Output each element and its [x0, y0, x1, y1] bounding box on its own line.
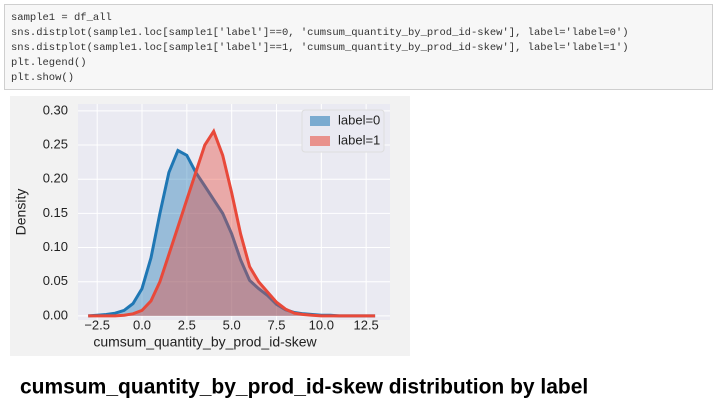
x-tick-label: −2.5: [84, 317, 110, 332]
legend-label: label=1: [338, 132, 380, 147]
y-tick-label: 0.15: [43, 205, 68, 220]
x-tick-label: 12.5: [353, 317, 378, 332]
x-axis-label: cumsum_quantity_by_prod_id-skew: [93, 334, 317, 350]
code-cell: sample1 = df_all sns.distplot(sample1.loc…: [4, 4, 713, 90]
y-tick-label: 0.00: [43, 307, 68, 322]
y-tick-label: 0.10: [43, 239, 68, 254]
caption: cumsum_quantity_by_prod_id-skew distribu…: [20, 376, 588, 399]
x-tick-label: 2.5: [178, 317, 196, 332]
density-area: [88, 131, 376, 316]
legend-swatch: [310, 136, 330, 146]
y-axis-label: Density: [13, 189, 29, 236]
density-area: [88, 150, 376, 316]
kde-line: [88, 127, 376, 318]
legend-swatch: [310, 116, 330, 126]
code-line: sns.distplot(sample1.loc[sample1['label'…: [11, 42, 629, 54]
code-line: plt.show(): [11, 72, 75, 84]
legend-label: label=0: [338, 112, 380, 127]
code-line: sns.distplot(sample1.loc[sample1['label'…: [11, 27, 629, 39]
y-tick-label: 0.30: [43, 102, 68, 117]
code-line: plt.legend(): [11, 57, 87, 69]
x-tick-label: 7.5: [267, 317, 285, 332]
code-line: sample1 = df_all: [11, 12, 112, 24]
x-tick-label: 0.0: [133, 317, 151, 332]
x-tick-label: 10.0: [309, 317, 334, 332]
y-tick-label: 0.05: [43, 273, 68, 288]
y-tick-label: 0.20: [43, 171, 68, 186]
y-tick-label: 0.25: [43, 136, 68, 151]
x-tick-label: 5.0: [223, 317, 241, 332]
